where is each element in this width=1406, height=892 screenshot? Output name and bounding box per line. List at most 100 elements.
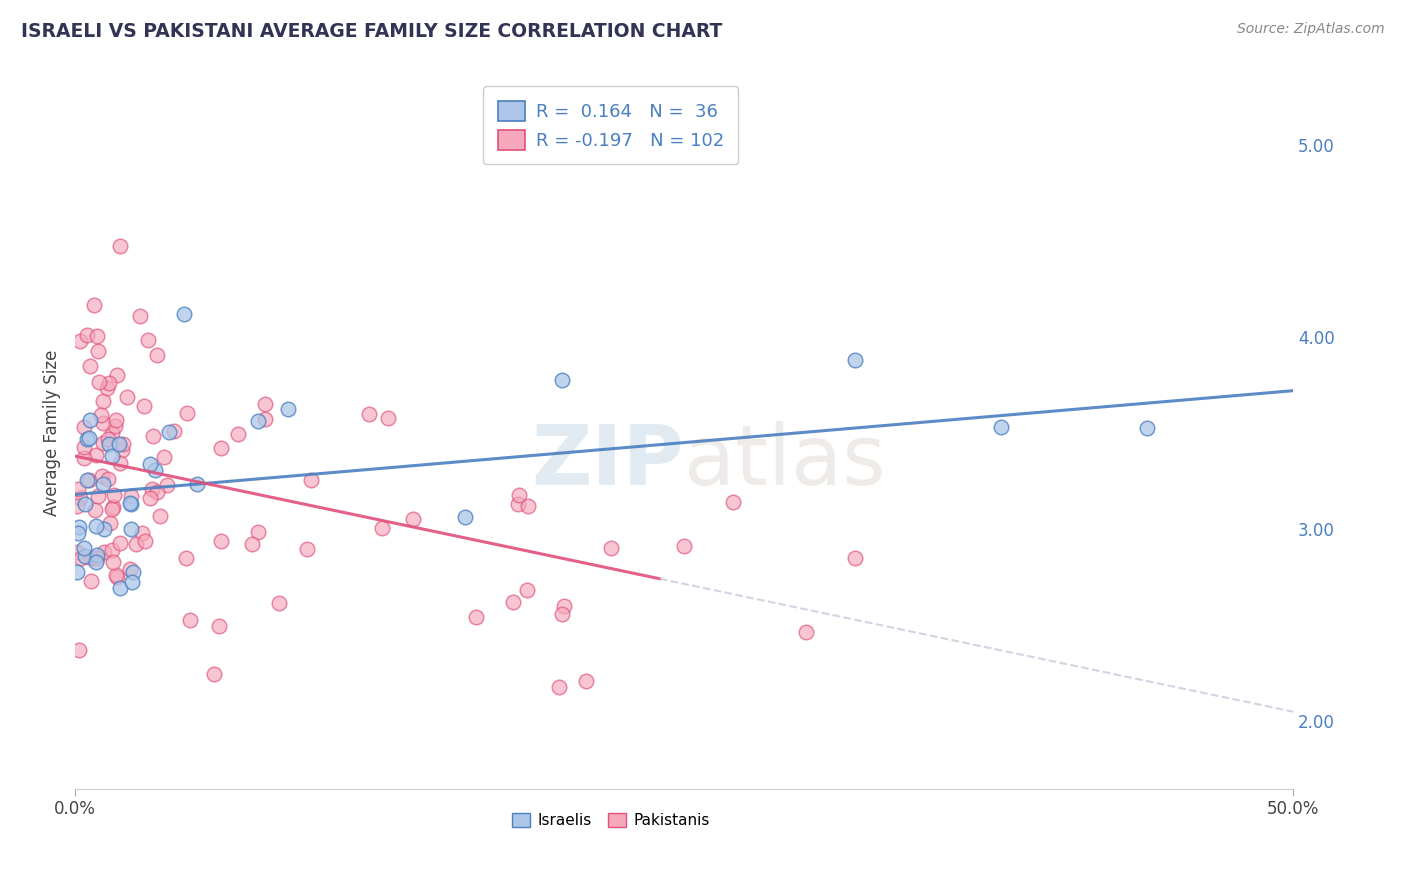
Point [299,474,322,488]
Point [186,477,208,491]
Point [226,427,249,442]
Point [86,489,108,503]
Point [794,624,817,639]
Point [77,473,100,487]
Point [209,533,232,548]
Point [176,406,198,420]
Point [146,348,169,362]
Text: ZIP: ZIP [531,421,683,502]
Point [174,551,197,566]
Point [105,570,128,584]
Point [118,495,141,509]
Point [98,437,121,451]
Point [87,375,110,389]
Point [79,413,101,427]
Point [553,599,575,613]
Point [465,610,488,624]
Point [90,408,112,422]
Point [357,407,380,421]
Point [254,412,277,426]
Point [551,607,574,621]
Point [402,512,425,526]
Point [600,541,623,555]
Point [246,524,269,539]
Point [548,680,571,694]
Point [76,473,98,487]
Point [297,542,319,557]
Point [844,551,866,566]
Point [86,329,108,343]
Point [103,418,125,433]
Point [143,463,166,477]
Point [112,437,135,451]
Point [80,550,103,565]
Point [277,402,299,417]
Point [1136,421,1159,435]
Point [70,551,93,566]
Point [111,442,134,457]
Point [139,491,162,505]
Point [73,420,96,434]
Point [146,485,169,500]
Point [98,516,121,530]
Point [454,509,477,524]
Point [101,555,124,569]
Point [77,431,100,445]
Point [105,568,128,582]
Point [377,410,399,425]
Y-axis label: Average Family Size: Average Family Size [44,350,60,516]
Point [131,526,153,541]
Point [990,419,1012,434]
Point [108,437,131,451]
Point [202,667,225,681]
Point [506,497,529,511]
Point [179,613,201,627]
Point [91,435,114,450]
Point [101,449,124,463]
Point [156,478,179,492]
Point [96,381,118,395]
Point [253,397,276,411]
Point [91,476,114,491]
Point [118,562,141,576]
Point [110,239,132,253]
Point [79,359,101,373]
Point [371,521,394,535]
Point [120,522,142,536]
Point [516,583,538,598]
Point [100,426,122,441]
Point [103,500,125,514]
Point [208,619,231,633]
Point [108,536,131,550]
Point [69,334,91,349]
Point [84,448,107,462]
Point [66,525,89,540]
Point [240,537,263,551]
Point [97,432,120,446]
Point [721,495,744,509]
Point [83,502,105,516]
Point [103,488,125,502]
Point [69,491,91,505]
Text: atlas: atlas [683,421,886,502]
Point [148,508,170,523]
Point [76,328,98,343]
Point [75,497,97,511]
Point [104,412,127,426]
Point [67,520,90,534]
Point [142,429,165,443]
Point [120,497,142,511]
Point [87,344,110,359]
Point [125,537,148,551]
Point [269,596,291,610]
Point [121,575,143,590]
Point [83,298,105,312]
Point [84,555,107,569]
Point [90,469,112,483]
Point [91,416,114,430]
Point [517,500,540,514]
Point [163,424,186,438]
Point [84,518,107,533]
Point [97,376,120,390]
Point [73,541,96,555]
